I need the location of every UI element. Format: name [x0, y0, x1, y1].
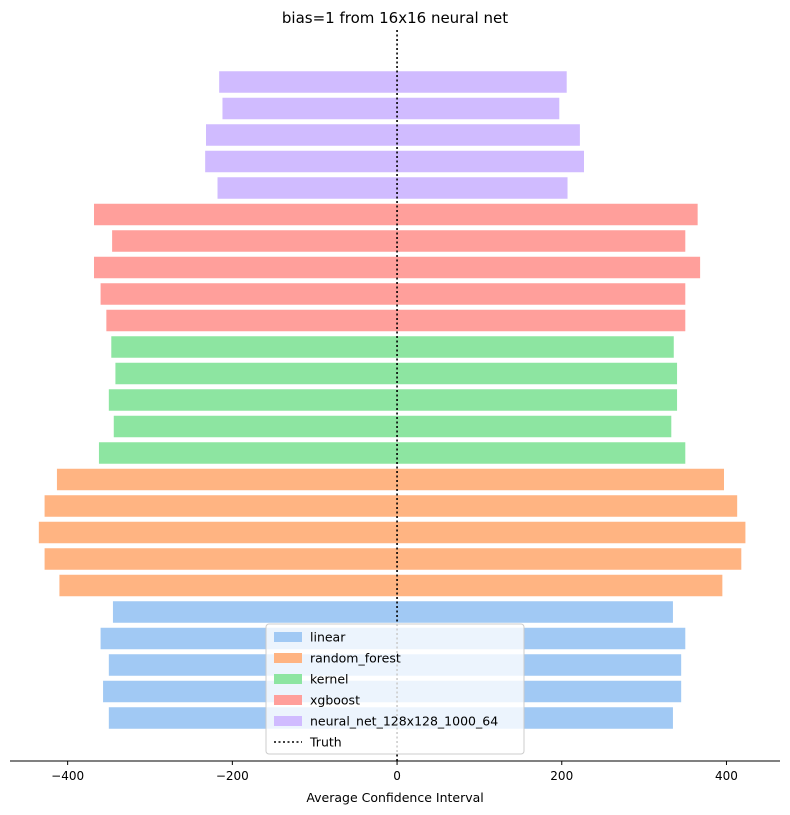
bar-random_forest-4	[44, 495, 738, 517]
x-tick-label-2: 0	[393, 769, 401, 783]
bar-kernel-5	[111, 336, 674, 358]
x-tick-label-3: 200	[550, 769, 573, 783]
bar-neural_net_128x128_1000_64-1	[217, 177, 568, 199]
bar-xgboost-3	[94, 256, 701, 279]
bar-kernel-2	[113, 415, 672, 438]
legend-swatch-linear	[274, 632, 302, 642]
bar-neural_net_128x128_1000_64-3	[206, 124, 580, 146]
bar-neural_net_128x128_1000_64-5	[219, 71, 567, 93]
legend-box	[265, 623, 525, 755]
bar-kernel-3	[108, 389, 678, 411]
bar-random_forest-5	[56, 468, 725, 491]
x-axis-label: Average Confidence Interval	[306, 790, 483, 805]
bar-neural_net_128x128_1000_64-4	[222, 97, 560, 120]
bar-xgboost-4	[112, 230, 686, 252]
x-tick-label-0: −400	[51, 769, 84, 783]
x-tick-label-4: 400	[715, 769, 738, 783]
legend-label-linear: linear	[310, 630, 346, 645]
bar-neural_net_128x128_1000_64-2	[205, 150, 585, 173]
legend-swatch-neural_net_128x128_1000_64	[274, 716, 302, 726]
legend-label-truth: Truth	[309, 735, 342, 750]
bar-xgboost-1	[106, 309, 686, 332]
bar-kernel-4	[115, 362, 678, 385]
bar-kernel-1	[98, 442, 686, 464]
legend-label-neural_net_128x128_1000_64: neural_net_128x128_1000_64	[310, 714, 498, 729]
x-tick-label-1: −200	[216, 769, 249, 783]
legend-label-kernel: kernel	[310, 672, 349, 687]
x-ticks: −400 −200 0 200 400	[51, 761, 738, 783]
bar-xgboost-5	[94, 203, 698, 226]
legend-label-random_forest: random_forest	[310, 651, 401, 666]
legend-swatch-kernel	[274, 674, 302, 684]
bar-random_forest-2	[44, 548, 742, 570]
legend-swatch-xgboost	[274, 695, 302, 705]
legend-swatch-random_forest	[274, 653, 302, 663]
bar-random_forest-1	[59, 574, 723, 597]
bar-xgboost-2	[100, 283, 686, 305]
bar-random_forest-3	[38, 521, 746, 544]
legend-label-xgboost: xgboost	[310, 693, 360, 708]
chart-title: bias=1 from 16x16 neural net	[282, 9, 508, 27]
bar-linear-5	[112, 601, 673, 623]
